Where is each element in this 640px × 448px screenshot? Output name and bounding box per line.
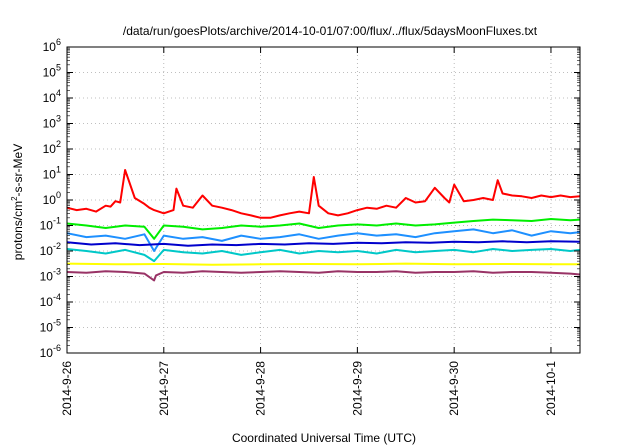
y-tick-label: 10-6: [40, 343, 61, 360]
y-tick-base: 10: [43, 193, 57, 207]
y-axis-label-sup: 2: [10, 196, 19, 201]
x-tick-label: 2014-9-27: [157, 361, 171, 416]
series-line-4: [66, 248, 581, 263]
y-tick-exponent: 1: [56, 165, 61, 175]
y-tick-base: 10: [43, 168, 57, 182]
y-axis: 10-610-510-410-310-210-11001011021031041…: [40, 37, 580, 360]
y-tick-exponent: -4: [53, 292, 61, 302]
y-tick-exponent: 6: [56, 37, 61, 47]
y-tick-label: 10-2: [40, 241, 61, 258]
y-tick-base: 10: [43, 142, 57, 156]
y-tick-exponent: -5: [53, 318, 61, 328]
y-tick-exponent: -1: [53, 216, 61, 226]
y-tick-label: 10-1: [40, 216, 61, 233]
y-tick-exponent: 2: [56, 139, 61, 149]
y-tick-base: 10: [40, 346, 54, 360]
y-tick-label: 101: [43, 165, 61, 182]
y-tick-label: 106: [43, 37, 61, 54]
y-tick-label: 100: [43, 190, 61, 207]
y-tick-exponent: -3: [53, 267, 61, 277]
y-tick-label: 104: [43, 88, 61, 105]
y-tick-label: 102: [43, 139, 61, 156]
y-tick-base: 10: [43, 117, 57, 131]
x-tick-label: 2014-9-30: [447, 361, 461, 416]
x-axis: 2014-9-26 2014-9-27 2014-9-28 2014-9-29 2014…: [60, 47, 558, 416]
y-tick-base: 10: [43, 91, 57, 105]
y-tick-base: 10: [40, 219, 54, 233]
y-tick-exponent: 0: [56, 190, 61, 200]
x-axis-label: Coordinated Universal Time (UTC): [232, 431, 416, 445]
y-tick-label: 105: [43, 63, 61, 80]
series-line-2: [66, 228, 581, 252]
y-tick-exponent: 4: [56, 88, 61, 98]
y-tick-base: 10: [43, 40, 57, 54]
series-line-3: [66, 240, 581, 247]
y-tick-exponent: -6: [53, 343, 61, 353]
series-line-1: [66, 218, 581, 240]
y-tick-label: 103: [43, 114, 61, 131]
y-tick-base: 10: [40, 321, 54, 335]
gridlines: [67, 47, 580, 353]
y-tick-exponent: 5: [56, 63, 61, 73]
y-tick-base: 10: [40, 244, 54, 258]
y-axis-label-suffix: -s-sr-MeV: [11, 144, 25, 197]
y-tick-label: 10-5: [40, 318, 61, 335]
x-tick-label: 2014-9-28: [254, 361, 268, 416]
series-line-5: [66, 262, 580, 266]
x-tick-label: 2014-10-1: [544, 361, 558, 416]
x-tick-label: 2014-9-29: [350, 361, 364, 416]
y-tick-exponent: -2: [53, 241, 61, 251]
plot-area: [66, 169, 581, 282]
y-axis-label: protons/cm2-s-sr-MeV: [10, 144, 25, 260]
series-line-0: [66, 169, 581, 219]
y-tick-label: 10-3: [40, 267, 61, 284]
y-tick-base: 10: [40, 270, 54, 284]
y-tick-exponent: 3: [56, 114, 61, 124]
x-tick-label: 2014-9-26: [60, 361, 74, 416]
y-tick-label: 10-4: [40, 292, 61, 309]
chart-title: /data/run/goesPlots/archive/2014-10-01/0…: [123, 24, 538, 38]
y-tick-base: 10: [40, 295, 54, 309]
y-axis-label-prefix: protons/cm: [11, 201, 25, 260]
y-tick-base: 10: [43, 66, 57, 80]
series-line-6: [66, 270, 581, 282]
